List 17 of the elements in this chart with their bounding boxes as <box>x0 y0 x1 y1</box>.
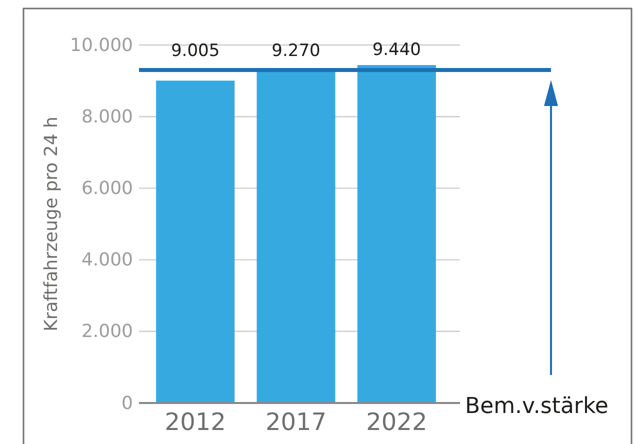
data-label: 9.440 <box>372 40 422 60</box>
y-tick-label: 4.000 <box>81 250 133 271</box>
data-label: 9.005 <box>170 41 220 62</box>
bar <box>357 65 436 403</box>
y-tick-label: 0 <box>122 392 133 414</box>
y-tick-label: 2.000 <box>81 321 133 342</box>
bar <box>256 71 336 403</box>
bar <box>156 80 235 403</box>
y-tick-label: 8.000 <box>81 106 133 128</box>
y-axis-title: Kraftfahrzeuge pro 24 h <box>41 116 62 332</box>
x-tick-label: 2022 <box>366 408 428 436</box>
text: Bem.v.stärke <box>465 394 608 419</box>
x-tick-label: 2012 <box>164 408 226 436</box>
x-tick-label: 2017 <box>265 408 327 436</box>
y-tick-label: 10.000 <box>70 34 133 56</box>
data-label: 9.270 <box>272 41 320 62</box>
y-tick-label: 6.000 <box>81 178 133 199</box>
